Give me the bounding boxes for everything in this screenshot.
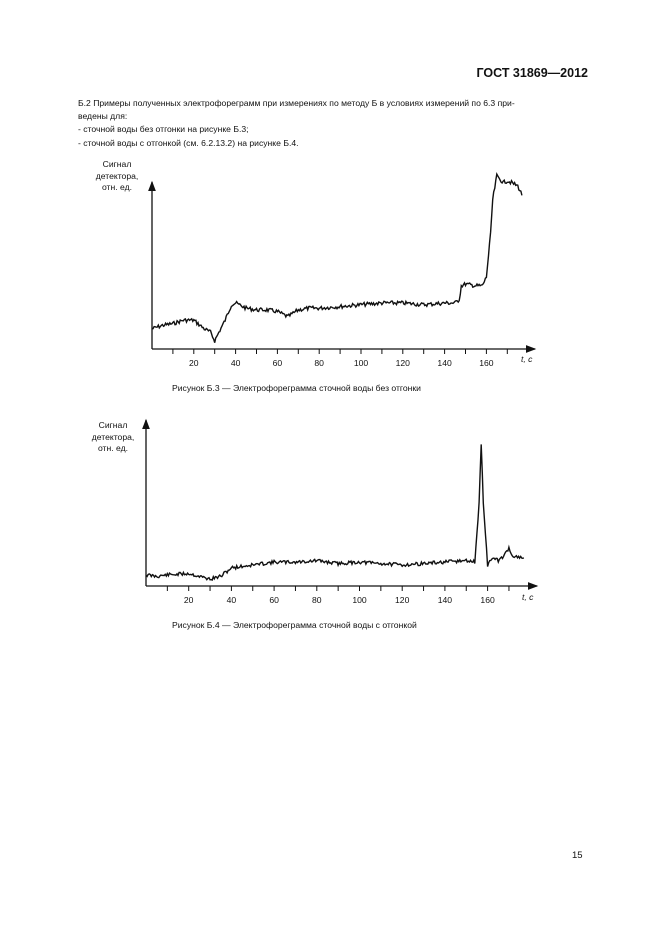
paragraph-line-2: ведены для: <box>78 111 128 122</box>
svg-text:100: 100 <box>352 595 367 605</box>
ylabel-line: Сигнал <box>102 159 132 169</box>
svg-text:140: 140 <box>438 595 453 605</box>
list-item-1: - сточной воды без отгонки на рисунке Б.… <box>78 124 249 135</box>
signal-trace <box>145 444 525 582</box>
svg-text:40: 40 <box>231 358 241 368</box>
svg-text:60: 60 <box>273 358 283 368</box>
svg-text:160: 160 <box>479 358 494 368</box>
figure-4-x-axis-label: t, c <box>522 592 534 602</box>
svg-text:140: 140 <box>437 358 452 368</box>
figure-4-chart: 20 40 60 80 100 120 140 160 <box>142 418 539 605</box>
list-item-2: - сточной воды с отгонкой (см. 6.2.13.2)… <box>78 137 299 148</box>
svg-text:120: 120 <box>396 358 411 368</box>
ylabel-line: Сигнал <box>98 420 128 430</box>
svg-text:100: 100 <box>354 358 369 368</box>
ylabel-line: отн. ед. <box>101 182 133 192</box>
svg-text:80: 80 <box>314 358 324 368</box>
svg-text:80: 80 <box>312 595 322 605</box>
svg-text:20: 20 <box>184 595 194 605</box>
figure-3-x-axis-label: t, c <box>521 354 533 364</box>
signal-trace <box>151 171 523 343</box>
figure-3-caption: Рисунок Б.3 — Электрофореграмма сточной … <box>172 383 421 393</box>
page-number: 15 <box>572 850 583 861</box>
ylabel-line: детектора, <box>91 431 135 442</box>
paragraph-line-1: Б.2 Примеры полученных электрофореграмм … <box>78 98 515 108</box>
document-header-id: ГОСТ 31869—2012 <box>476 66 588 80</box>
svg-text:160: 160 <box>480 595 495 605</box>
figure-3-y-axis-label: Сигнал детектора, отн. ед. <box>88 159 146 194</box>
ylabel-line: детектора, <box>95 170 139 181</box>
svg-text:20: 20 <box>189 358 199 368</box>
figure-4-caption: Рисунок Б.4 — Электрофореграмма сточной … <box>172 620 417 630</box>
intro-paragraph: Б.2 Примеры полученных электрофореграмм … <box>78 97 588 150</box>
figure-4-y-axis-label: Сигнал детектора, отн. ед. <box>84 420 142 455</box>
svg-text:60: 60 <box>269 595 279 605</box>
svg-text:40: 40 <box>227 595 237 605</box>
ylabel-line: отн. ед. <box>97 443 129 453</box>
svg-text:120: 120 <box>395 595 410 605</box>
figure-3-chart: 20 40 60 80 100 120 140 160 <box>148 171 537 368</box>
